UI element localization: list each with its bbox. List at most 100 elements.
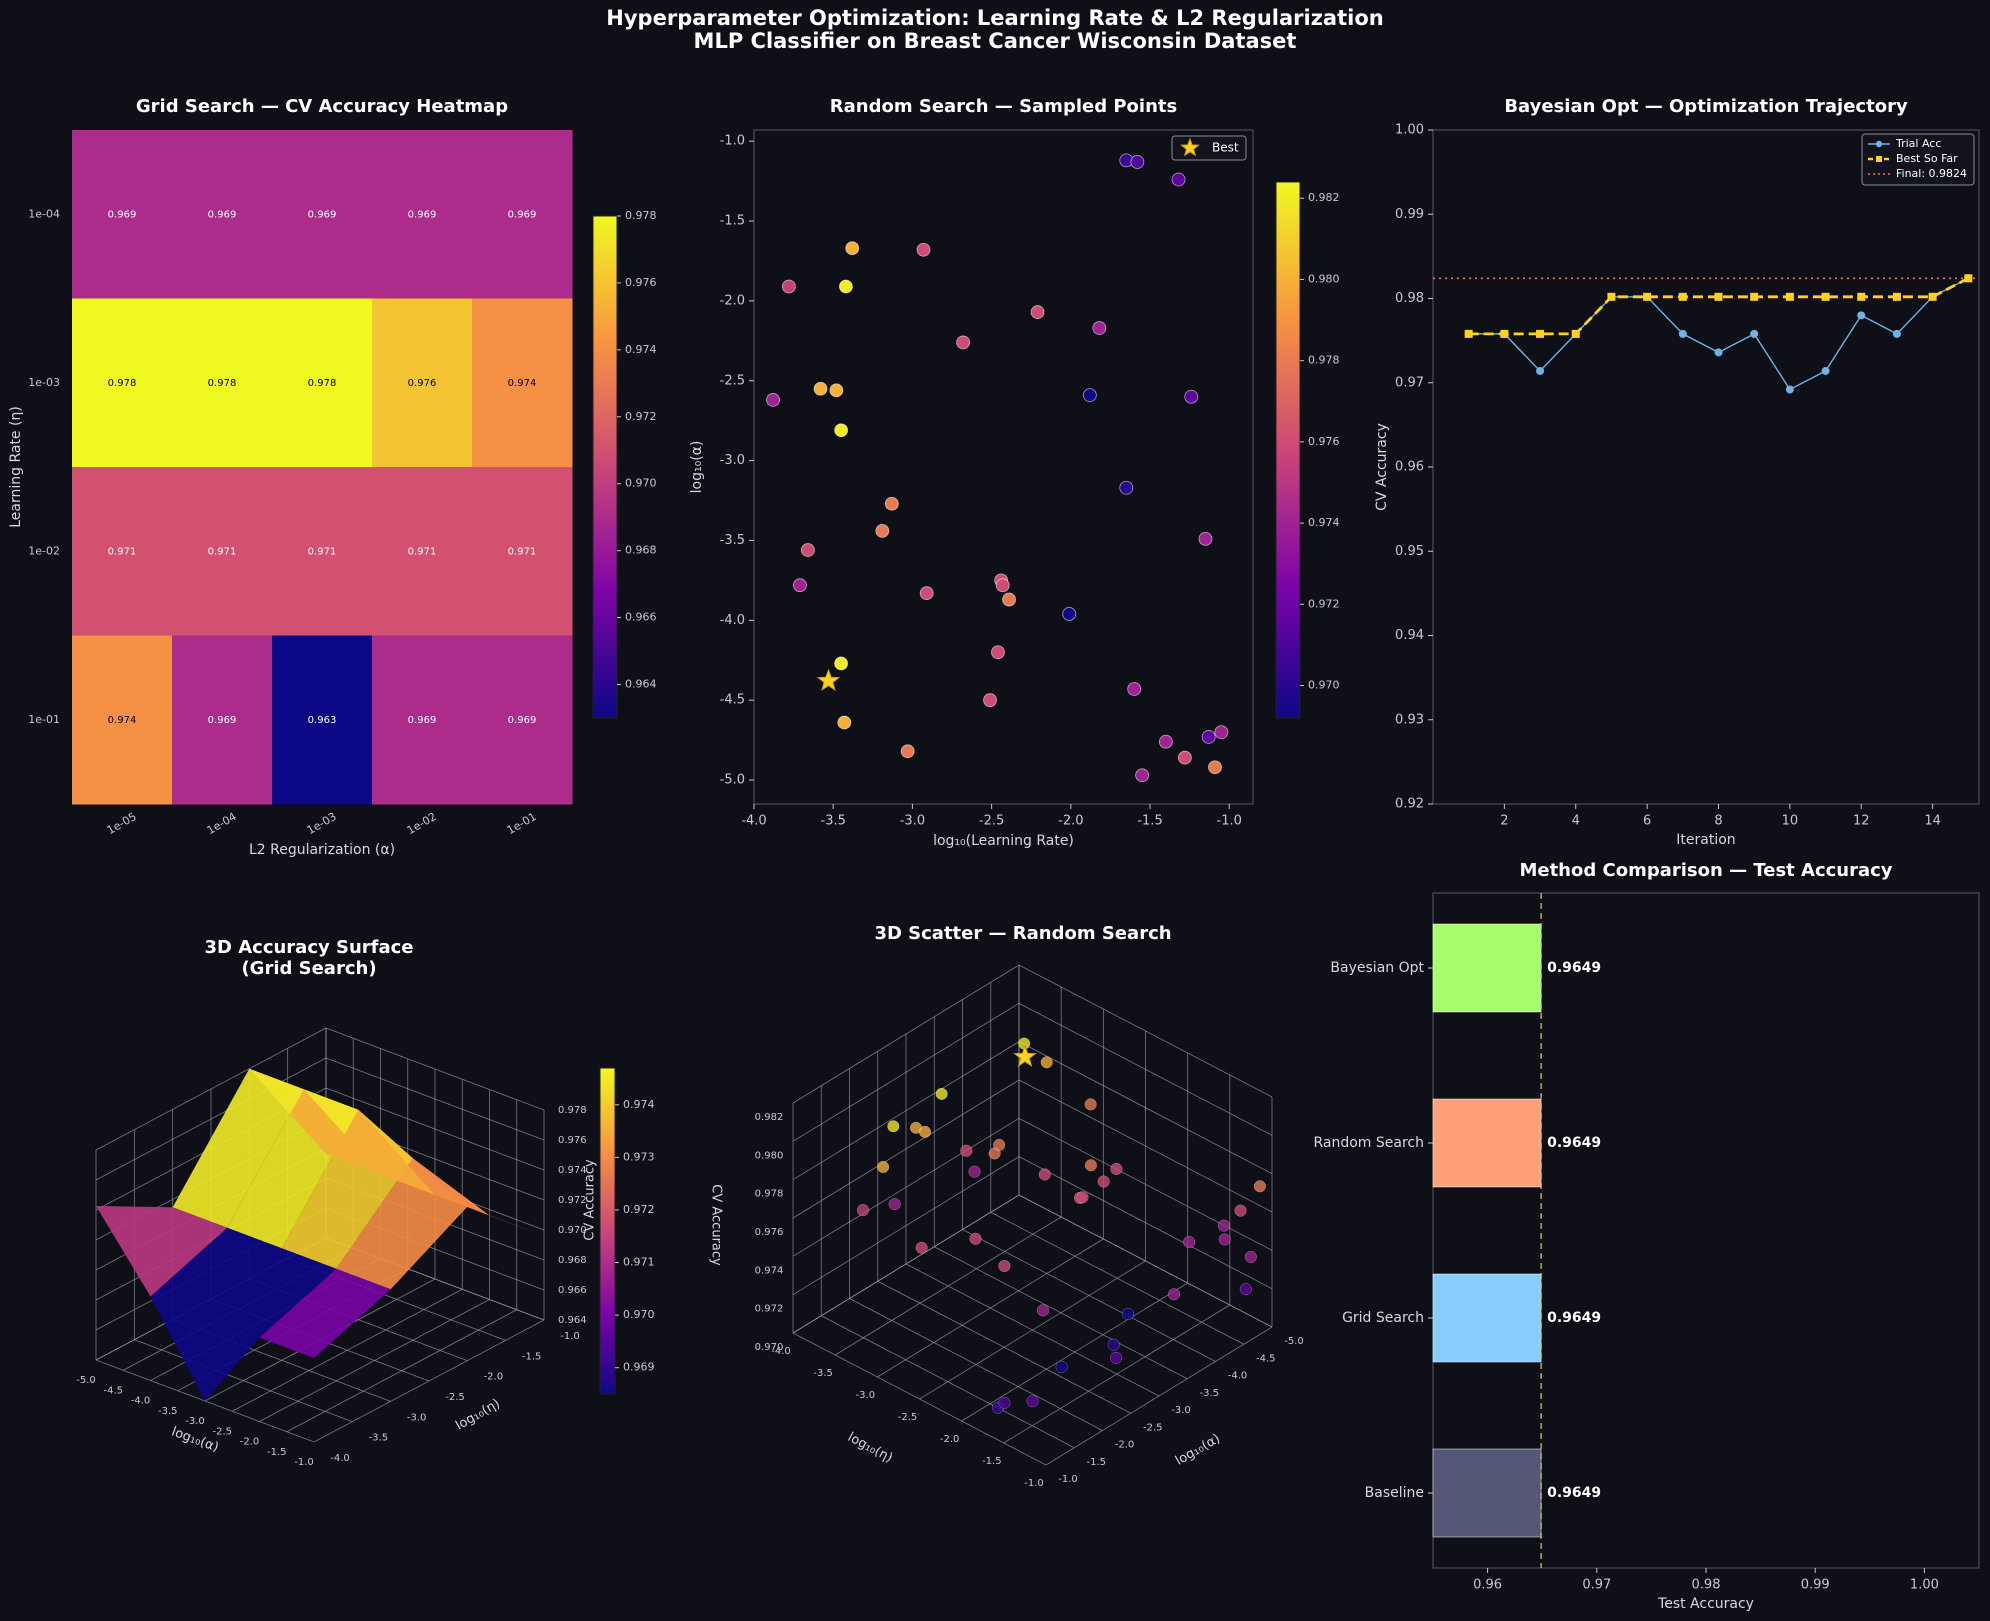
- scatter3d-point: [1239, 1283, 1252, 1296]
- scatter-point: [829, 383, 844, 398]
- scatter-ytick-label: -4.0: [720, 613, 745, 628]
- bars-title: Method Comparison — Test Accuracy: [1519, 860, 1892, 881]
- scatter3d-point: [1110, 1351, 1123, 1364]
- scatter-point: [1158, 734, 1173, 749]
- heatmap-colorbar-bar: [592, 215, 618, 719]
- surface-xtick-label: -2.5: [212, 1426, 232, 1437]
- scatter3d-ytick-label: -5.0: [1284, 1336, 1304, 1347]
- heatmap-cell: [272, 298, 373, 468]
- surface-colorbar-tick-label: 0.971: [623, 1256, 655, 1269]
- scatter-xtick-label: -1.0: [1217, 814, 1242, 829]
- scatter-point: [1130, 155, 1145, 169]
- scatter-point: [793, 578, 807, 593]
- bayes-xtick-label: 8: [1714, 814, 1722, 829]
- heatmap-colorbar-tick-label: 0.966: [625, 611, 657, 624]
- scatter3d-ylabel: log₁₀(α): [1173, 1431, 1223, 1468]
- scatter-point: [1092, 321, 1107, 335]
- scatter3d-ytick-label: -3.5: [1199, 1388, 1219, 1399]
- heatmap-ytick-label: 1e-04: [28, 207, 60, 220]
- bayes-xtick-label: 6: [1643, 814, 1651, 829]
- scatter-point: [916, 242, 931, 257]
- heatmap-cell-label: 0.971: [408, 546, 437, 557]
- scatter3d-point: [1084, 1159, 1097, 1172]
- scatter3d-point: [935, 1087, 948, 1100]
- scatter-ytick-label: -1.5: [720, 214, 745, 229]
- scatter3d-grid: [1018, 1156, 1273, 1290]
- scatter3d-point: [915, 1241, 928, 1254]
- surface-xtick-label: -3.5: [158, 1406, 178, 1417]
- bayes-ytick-label: 1.00: [1395, 123, 1424, 138]
- surface-ytick-label: -1.0: [560, 1331, 580, 1342]
- heatmap-colorbar-tick-label: 0.964: [625, 678, 657, 691]
- scatter3d-zlabel: CV Accuracy: [709, 1184, 724, 1266]
- bars-xtick-label: 0.99: [1801, 1578, 1830, 1593]
- bayes-best-point: [1464, 329, 1473, 338]
- heatmap-cell: [372, 298, 473, 468]
- heatmap-colorbar-tick-label: 0.978: [625, 209, 657, 222]
- heatmap-ytick-label: 1e-02: [28, 544, 60, 557]
- scatter-point: [766, 393, 780, 407]
- surface-xtick-label: -3.0: [185, 1416, 205, 1427]
- bayes-xtick-label: 4: [1572, 814, 1580, 829]
- bayes-best-point: [1571, 329, 1580, 338]
- surface-colorbar-tick-label: 0.969: [623, 1361, 655, 1374]
- scatter3d-xtick-label: -1.0: [1024, 1478, 1044, 1489]
- scatter-xtick-label: -1.5: [1137, 814, 1162, 829]
- heatmap-ylabel: Learning Rate (η): [8, 406, 24, 528]
- scatter-ylabel: log₁₀(α): [689, 441, 705, 494]
- bayes-best-line: [1468, 277, 1969, 336]
- scatter-point: [995, 578, 1010, 593]
- scatter-ytick-label: -1.0: [720, 134, 745, 149]
- bayes-legend-final-label: Final: 0.9824: [1896, 167, 1967, 180]
- bayes-ytick-label: 0.95: [1395, 544, 1424, 559]
- scatter3d-xtick-label: -3.5: [813, 1368, 833, 1379]
- bayes-legend-box: [1861, 133, 1975, 186]
- scatter3d-point: [1218, 1233, 1231, 1246]
- scatter-colorbar-tick-label: 0.980: [1308, 272, 1340, 285]
- heatmap-cell-label: 0.971: [108, 546, 137, 557]
- surface-ztick-label: 0.976: [558, 1135, 587, 1146]
- surface-colorbar-tick-label: 0.970: [623, 1308, 655, 1321]
- bars-xtick-label: 1.00: [1910, 1578, 1939, 1593]
- surface-xtick-label: -4.0: [131, 1396, 151, 1407]
- scatter-title: Random Search — Sampled Points: [830, 96, 1177, 117]
- surface-title-line1: 3D Accuracy Surface: [204, 937, 413, 958]
- scatter3d-ytick-label: -1.5: [1086, 1457, 1106, 1468]
- scatter3d-point: [1076, 1191, 1089, 1204]
- surface-xtick-label: -2.0: [240, 1437, 260, 1448]
- scatter3d-xtick-label: -2.0: [940, 1434, 960, 1445]
- bayes-trial-point: [1678, 329, 1687, 338]
- scatter3d-point: [918, 1125, 932, 1138]
- bayes-best-point: [1821, 292, 1830, 301]
- scatter-colorbar-bar: [1275, 181, 1301, 719]
- surface-patch: [259, 1268, 391, 1358]
- bayes-legend-trial-label: Trial Acc: [1895, 137, 1941, 150]
- heatmap-cell: [372, 130, 473, 299]
- heatmap-cell: [172, 130, 273, 299]
- scatter-legend-label: Best: [1212, 141, 1239, 155]
- surface-xtick-label: -5.0: [76, 1375, 96, 1386]
- scatter3d-point: [968, 1165, 981, 1178]
- heatmap-colorbar-tick-label: 0.968: [625, 544, 657, 557]
- heatmap-colorbar-tick-label: 0.974: [625, 343, 657, 356]
- scatter3d-grid: [792, 1041, 1020, 1181]
- heatmap-cell-label: 0.971: [208, 546, 237, 557]
- heatmap-cell: [372, 467, 473, 636]
- scatter3d-point: [1110, 1162, 1123, 1175]
- bayes-xtick-label: 12: [1853, 814, 1870, 829]
- scatter-point: [1198, 531, 1213, 546]
- heatmap-xtick-label: 1e-04: [205, 810, 239, 837]
- scatter-point: [1184, 389, 1199, 404]
- surface-patch: [150, 1227, 282, 1401]
- heatmap-xtick-label: 1e-05: [105, 810, 139, 837]
- bayes-best-point: [1785, 292, 1794, 301]
- surface-patch: [172, 1068, 304, 1228]
- surface-patch: [96, 1206, 228, 1297]
- scatter3d-point: [998, 1259, 1011, 1273]
- scatter-xtick-label: -2.5: [979, 814, 1004, 829]
- surface-ztick-label: 0.972: [558, 1195, 587, 1206]
- bayes-trial-point: [1536, 366, 1545, 375]
- scatter3d-grid: [821, 1315, 1075, 1449]
- scatter3d-xlabel: log₁₀(η): [845, 1430, 895, 1466]
- surface-ytick-label: -1.5: [522, 1351, 542, 1362]
